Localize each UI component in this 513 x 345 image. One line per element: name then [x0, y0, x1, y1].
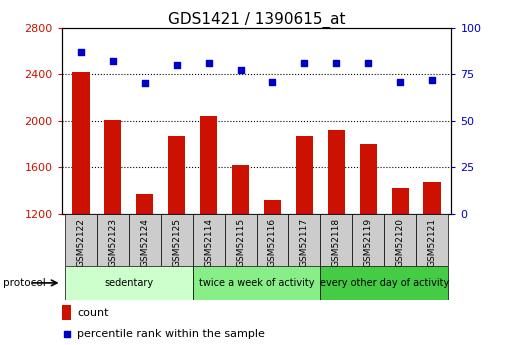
Text: protocol: protocol: [3, 278, 45, 288]
Bar: [192, 214, 225, 266]
Point: [63, 331, 71, 337]
Point: [76, 49, 85, 55]
Text: GSM52119: GSM52119: [364, 218, 373, 267]
Text: count: count: [77, 308, 109, 318]
Text: GSM52123: GSM52123: [108, 218, 117, 267]
Bar: [321, 214, 352, 266]
Bar: [97, 214, 129, 266]
Text: GSM52114: GSM52114: [204, 218, 213, 267]
Bar: [104, 120, 122, 214]
Point: [205, 60, 213, 66]
Bar: [65, 266, 192, 300]
Point: [364, 60, 372, 66]
Bar: [352, 214, 384, 266]
Bar: [423, 183, 441, 214]
Bar: [65, 214, 97, 266]
Point: [332, 60, 341, 66]
Bar: [72, 72, 90, 214]
Point: [300, 60, 308, 66]
Bar: [168, 136, 185, 214]
Bar: [256, 214, 288, 266]
Bar: [264, 200, 281, 214]
Text: every other day of activity: every other day of activity: [320, 278, 449, 288]
Point: [172, 62, 181, 68]
Text: GSM52116: GSM52116: [268, 218, 277, 267]
Text: GSM52125: GSM52125: [172, 218, 181, 267]
Point: [268, 79, 277, 85]
Text: GSM52121: GSM52121: [428, 218, 437, 267]
Bar: [416, 214, 448, 266]
Text: GSM52115: GSM52115: [236, 218, 245, 267]
Bar: [295, 136, 313, 214]
Bar: [136, 194, 153, 214]
Point: [396, 79, 404, 85]
Point: [236, 68, 245, 73]
Bar: [288, 214, 321, 266]
Bar: [384, 214, 416, 266]
Point: [428, 77, 437, 82]
Text: GSM52122: GSM52122: [76, 218, 85, 267]
Text: percentile rank within the sample: percentile rank within the sample: [77, 329, 265, 339]
Bar: [62, 305, 71, 320]
Text: GSM52124: GSM52124: [140, 218, 149, 267]
Text: GSM52118: GSM52118: [332, 218, 341, 267]
Text: GSM52117: GSM52117: [300, 218, 309, 267]
Bar: [192, 266, 321, 300]
Text: twice a week of activity: twice a week of activity: [199, 278, 314, 288]
Bar: [360, 144, 377, 214]
Text: sedentary: sedentary: [104, 278, 153, 288]
Bar: [225, 214, 256, 266]
Point: [141, 81, 149, 86]
Title: GDS1421 / 1390615_at: GDS1421 / 1390615_at: [168, 11, 345, 28]
Point: [109, 58, 117, 64]
Bar: [328, 130, 345, 214]
Bar: [391, 188, 409, 214]
Bar: [161, 214, 192, 266]
Bar: [200, 116, 218, 214]
Bar: [232, 165, 249, 214]
Bar: [129, 214, 161, 266]
Bar: [321, 266, 448, 300]
Text: GSM52120: GSM52120: [396, 218, 405, 267]
